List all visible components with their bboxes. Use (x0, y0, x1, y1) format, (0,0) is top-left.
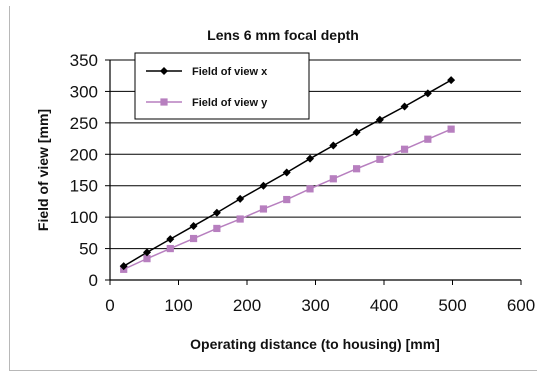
legend-label: Field of view y (192, 97, 268, 109)
legend-swatch-marker (160, 67, 168, 75)
y-axis-title: Field of view [mm] (35, 109, 51, 231)
legend-label: Field of view x (192, 66, 268, 78)
axes (105, 59, 522, 285)
data-point (236, 194, 245, 203)
x-tick-labels: 0 100 200 300 400 500 600 (105, 296, 535, 315)
data-point (306, 185, 314, 193)
data-point (236, 215, 244, 223)
y-tick-label: 300 (70, 82, 98, 101)
data-point (424, 135, 432, 143)
x-axis-title: Operating distance (to housing) [mm] (190, 336, 440, 352)
data-point (400, 145, 409, 153)
y-tick-label: 0 (89, 271, 98, 290)
legend: Field of view x Field of view y (134, 52, 310, 120)
data-point (375, 115, 384, 124)
data-point (259, 205, 268, 213)
data-point (352, 128, 361, 137)
data-point (353, 165, 361, 173)
data-point (119, 262, 128, 271)
data-point (166, 235, 175, 244)
x-tick-label: 200 (233, 296, 261, 315)
x-tick-label: 100 (164, 296, 192, 315)
series-layer (119, 76, 456, 273)
chart-frame (9, 6, 537, 371)
y-tick-label: 350 (70, 51, 98, 70)
data-point (142, 248, 151, 257)
data-point (400, 102, 409, 111)
data-point (166, 244, 174, 253)
data-point (423, 89, 432, 98)
data-point (447, 125, 455, 133)
series-field-of-view-x (119, 76, 456, 271)
chart-title: Lens 6 mm focal depth (207, 27, 359, 43)
data-point (282, 168, 291, 177)
data-point (189, 234, 198, 243)
series-field-of-view-y (120, 125, 455, 273)
data-point (283, 195, 291, 204)
x-tick-label: 600 (507, 296, 535, 315)
data-point (189, 221, 198, 230)
y-tick-label: 150 (70, 177, 98, 196)
legend-swatch-marker (160, 98, 168, 106)
y-tick-label: 100 (70, 208, 98, 227)
x-tick-label: 300 (301, 296, 329, 315)
y-tick-label: 250 (70, 114, 98, 133)
x-tick-label: 400 (370, 296, 398, 315)
x-tick-label: 0 (105, 296, 114, 315)
y-tick-label: 200 (70, 145, 98, 164)
y-tick-label: 50 (79, 240, 98, 259)
data-point (306, 154, 315, 163)
data-point (259, 181, 268, 190)
x-tick-label: 500 (438, 296, 466, 315)
data-point (213, 224, 221, 233)
y-tick-labels: 0 50 100 150 200 250 300 350 (70, 51, 98, 290)
data-point (329, 141, 338, 150)
legend-box (134, 52, 310, 120)
data-point (329, 175, 337, 183)
data-point (376, 155, 384, 163)
data-point (212, 208, 221, 217)
data-point (143, 255, 151, 263)
data-point (447, 76, 456, 85)
